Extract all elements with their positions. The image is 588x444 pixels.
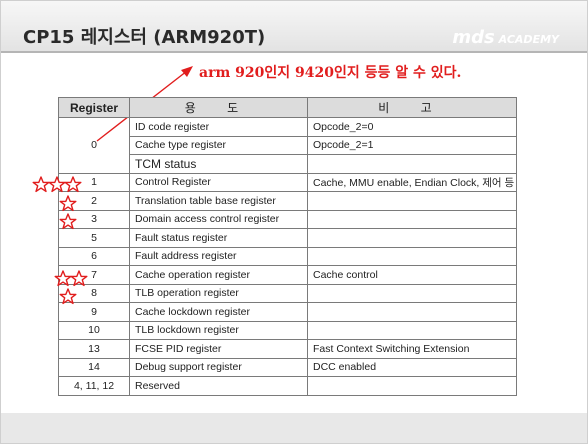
note-cell	[307, 320, 517, 340]
register-cell: 6	[58, 246, 130, 266]
purpose-cell: Control Register	[129, 172, 308, 192]
register-cell: 5	[58, 228, 130, 248]
purpose-cell: Fault address register	[129, 246, 308, 266]
register-cell: 10	[58, 320, 130, 340]
slide-header: CP15 레지스터 (ARM920T) mds ACADEMY	[1, 1, 587, 51]
purpose-cell: Domain access control register	[129, 209, 308, 229]
purpose-cell: TLB lockdown register	[129, 320, 308, 340]
logo-main: mds	[452, 27, 495, 48]
note-cell	[307, 228, 517, 248]
note-cell: Cache control	[307, 265, 517, 285]
table-row: 10 TLB lockdown register	[58, 320, 517, 340]
note-cell	[307, 376, 517, 396]
note-cell	[307, 302, 517, 322]
table-row: 14 Debug support register DCC enabled	[58, 357, 517, 377]
table-row: TCM status	[59, 154, 517, 174]
header-note: 비 고	[307, 97, 517, 118]
star-icon	[32, 176, 50, 193]
table-row: 13 FCSE PID register Fast Context Switch…	[58, 339, 517, 359]
purpose-cell: FCSE PID register	[129, 339, 308, 359]
register-table: Register 용 도 비 고 0 ID code register Opco…	[58, 97, 517, 396]
table-row: 7 Cache operation register Cache control	[58, 265, 517, 285]
register-cell: 2	[58, 191, 130, 211]
purpose-cell: Reserved	[129, 376, 308, 396]
note-cell	[307, 209, 517, 229]
register-cell: 9	[58, 302, 130, 322]
table-row: 4, 11, 12 Reserved	[58, 376, 517, 396]
table-row: 1 Control Register Cache, MMU enable, En…	[58, 172, 517, 192]
purpose-cell: TLB operation register	[129, 283, 308, 303]
note-cell	[307, 154, 517, 174]
register-cell: 13	[58, 339, 130, 359]
purpose-cell: ID code register	[129, 117, 308, 137]
table-row: 8 TLB operation register	[58, 283, 517, 303]
register-cell: 4, 11, 12	[58, 376, 130, 396]
register-cell: 8	[58, 283, 130, 303]
register-cell: 14	[58, 357, 130, 377]
note-cell: Cache, MMU enable, Endian Clock, 제어 등	[307, 172, 517, 192]
note-cell: Opcode_2=1	[307, 135, 517, 155]
register-cell: 1	[58, 172, 130, 192]
purpose-cell: Cache operation register	[129, 265, 308, 285]
table-header-row: Register 용 도 비 고	[58, 97, 517, 118]
header-register: Register	[58, 97, 130, 118]
table-row: 3 Domain access control register	[58, 209, 517, 229]
note-cell	[307, 246, 517, 266]
register-cell: 3	[58, 209, 130, 229]
table-row: 5 Fault status register	[58, 228, 517, 248]
annotation-text: arm 920인지 9420인지 등등 알 수 있다.	[199, 65, 462, 81]
purpose-cell: Translation table base register	[129, 191, 308, 211]
header-purpose: 용 도	[129, 97, 308, 118]
register-cell: 7	[58, 265, 130, 285]
note-cell	[307, 283, 517, 303]
purpose-cell: Debug support register	[129, 357, 308, 377]
header-divider	[1, 51, 587, 53]
table-row: 2 Translation table base register	[58, 191, 517, 211]
note-cell	[307, 191, 517, 211]
academy-logo: mds ACADEMY	[452, 27, 559, 48]
table-row: 9 Cache lockdown register	[58, 302, 517, 322]
purpose-cell: Fault status register	[129, 228, 308, 248]
slide-title: CP15 레지스터 (ARM920T)	[23, 27, 266, 48]
note-cell: Fast Context Switching Extension	[307, 339, 517, 359]
table-row: Cache type register Opcode_2=1	[59, 135, 517, 155]
purpose-cell: TCM status	[129, 154, 308, 174]
purpose-cell: Cache lockdown register	[129, 302, 308, 322]
table-row: 6 Fault address register	[58, 246, 517, 266]
table-row: 0 ID code register Opcode_2=0	[58, 117, 517, 174]
purpose-cell: Cache type register	[129, 135, 308, 155]
register-cell: 0	[58, 117, 130, 174]
note-cell: DCC enabled	[307, 357, 517, 377]
note-cell: Opcode_2=0	[307, 117, 517, 137]
slide-footer	[1, 413, 587, 443]
logo-sub: ACADEMY	[498, 33, 559, 46]
